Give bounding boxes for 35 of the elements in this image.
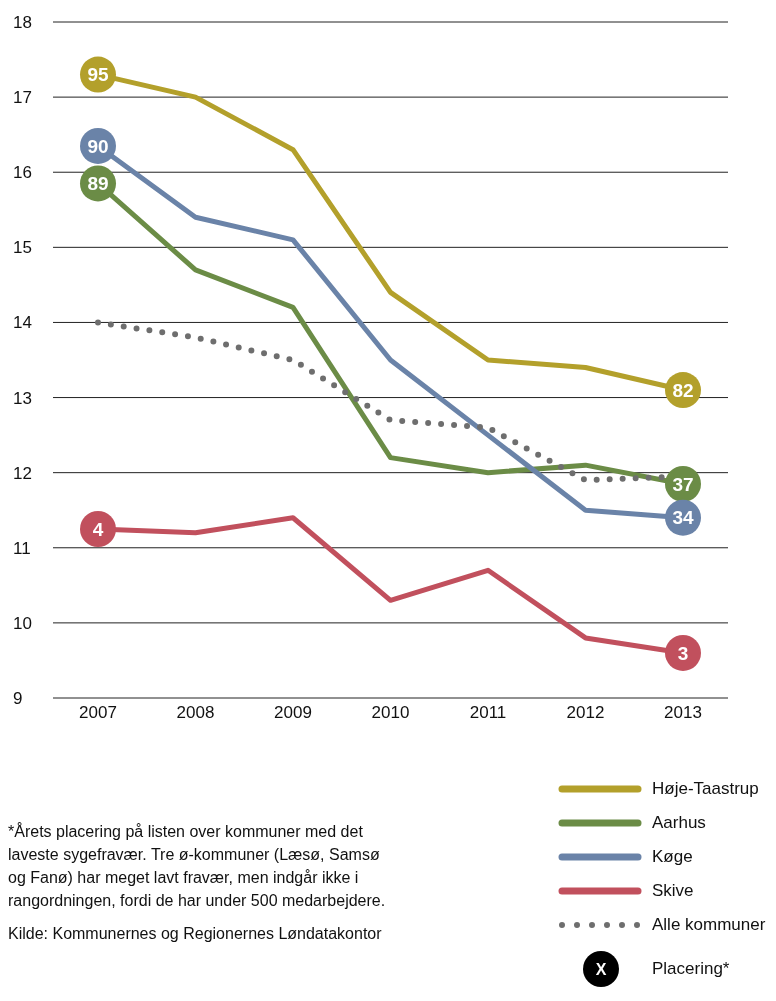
y-tick-label: 12 [13, 463, 32, 483]
x-tick-label: 2009 [274, 703, 312, 723]
annotation: 34 [672, 507, 694, 529]
annotation: 3 [677, 642, 689, 664]
y-tick-label: 11 [13, 538, 31, 558]
y-tick-label: 16 [13, 163, 32, 183]
text: Kilde: Kommunernes og Regionernes Løndatakontor [8, 924, 383, 944]
x-tick-label: 2011 [469, 703, 507, 723]
legend-label: Høje-Taastrup [652, 779, 759, 799]
legend-label: Aarhus [652, 813, 706, 833]
text: X [595, 960, 607, 978]
y-tick-label: 15 [13, 238, 32, 258]
legend-label: Skive [652, 881, 694, 901]
x-tick-label: 2013 [664, 703, 702, 723]
y-tick-label: 13 [13, 388, 32, 408]
y-tick-label: 14 [13, 313, 32, 333]
legend-label: Køge [652, 847, 693, 867]
y-tick-label: 10 [13, 613, 32, 633]
text: *Årets placering på listen over kommuner med det laveste sygefravær. Tre ø-kommuner (Læsø, Samsø og Fanø) har meget lavt fravær, men indgår ikke i rangordningen, fordi de har under 500 medarbejdere. [8, 821, 387, 911]
y-tick-label: 17 [13, 88, 32, 108]
x-tick-label: 2008 [176, 703, 215, 723]
legend-label: Alle kommuner [652, 915, 766, 935]
point [665, 634, 701, 671]
annotation: 37 [672, 473, 694, 495]
annotation: 82 [672, 379, 694, 401]
text: Placering* [652, 959, 730, 979]
annotation: 95 [87, 64, 109, 86]
annotation: 90 [87, 135, 109, 157]
x-tick-label: 2012 [566, 703, 605, 723]
annotation: 89 [87, 173, 109, 195]
x-tick-label: 2007 [79, 703, 117, 723]
annotation: 4 [92, 518, 104, 540]
y-tick-label: 18 [13, 13, 32, 33]
y-tick-label: 9 [13, 689, 23, 709]
x-tick-label: 2010 [371, 703, 410, 723]
